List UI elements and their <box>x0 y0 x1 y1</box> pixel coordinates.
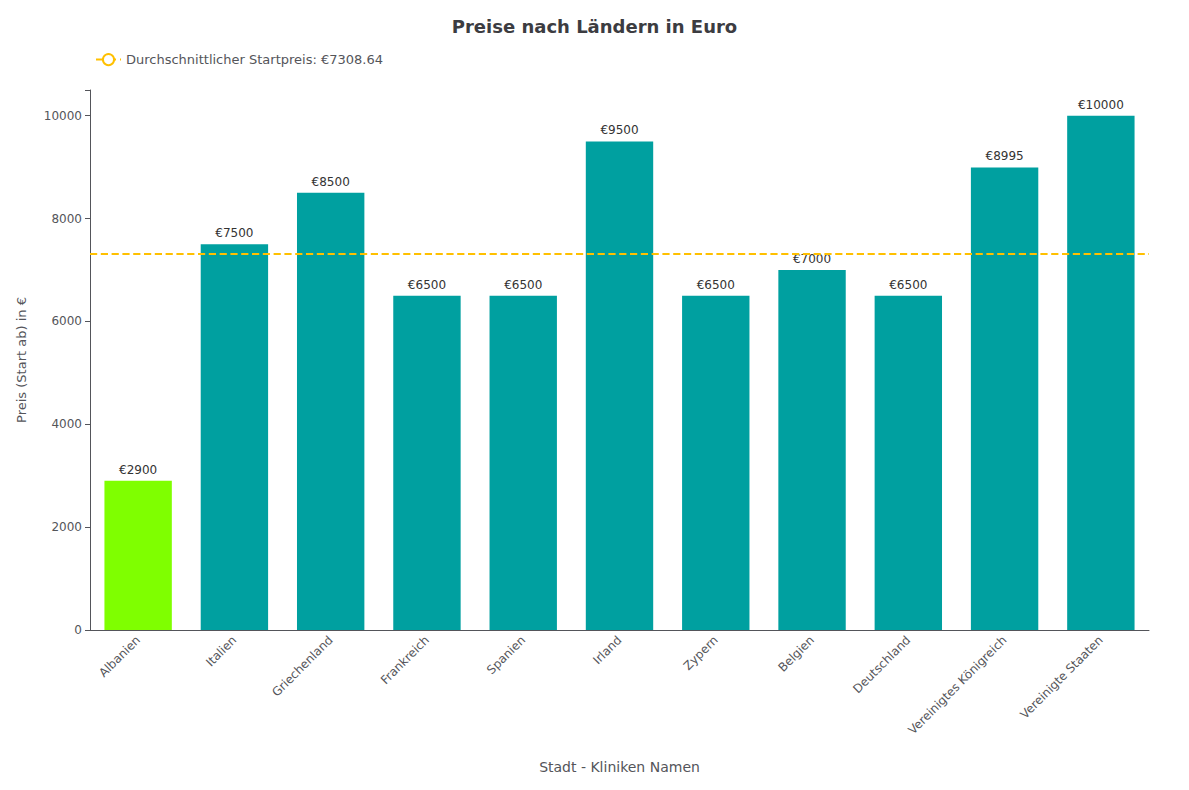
svg-text:€10000: €10000 <box>1078 98 1124 112</box>
svg-text:€7500: €7500 <box>215 226 253 240</box>
svg-text:€9500: €9500 <box>600 123 638 137</box>
svg-text:Vereinigtes Königreich: Vereinigtes Königreich <box>905 633 1009 737</box>
svg-text:Preise nach Ländern in Euro: Preise nach Ländern in Euro <box>452 16 737 37</box>
svg-text:2000: 2000 <box>51 520 82 534</box>
svg-text:Frankreich: Frankreich <box>378 633 432 687</box>
svg-text:Preis (Start ab) in €: Preis (Start ab) in € <box>14 297 29 423</box>
svg-text:Italien: Italien <box>203 633 239 669</box>
svg-text:€6500: €6500 <box>408 278 446 292</box>
svg-text:€8500: €8500 <box>312 175 350 189</box>
svg-text:Deutschland: Deutschland <box>850 633 913 696</box>
svg-text:€6500: €6500 <box>504 278 542 292</box>
svg-text:0: 0 <box>74 623 82 637</box>
svg-text:€2900: €2900 <box>119 463 157 477</box>
svg-text:Zypern: Zypern <box>681 633 721 673</box>
svg-text:Albanien: Albanien <box>96 633 143 680</box>
svg-text:€8995: €8995 <box>985 149 1023 163</box>
svg-text:€6500: €6500 <box>697 278 735 292</box>
svg-text:6000: 6000 <box>51 314 82 328</box>
svg-text:Durchschnittlicher Startpreis:: Durchschnittlicher Startpreis: €7308.64 <box>126 52 383 67</box>
svg-text:€7000: €7000 <box>793 252 832 266</box>
svg-text:10000: 10000 <box>44 109 82 123</box>
svg-text:4000: 4000 <box>51 417 82 431</box>
svg-text:Belgien: Belgien <box>775 633 817 675</box>
svg-text:8000: 8000 <box>51 212 82 226</box>
svg-text:Spanien: Spanien <box>484 633 528 677</box>
svg-text:€6500: €6500 <box>889 278 927 292</box>
svg-text:Stadt - Kliniken Namen: Stadt - Kliniken Namen <box>539 759 700 775</box>
svg-text:Griechenland: Griechenland <box>269 633 335 699</box>
svg-text:Irland: Irland <box>590 633 624 667</box>
svg-text:Vereinigte Staaten: Vereinigte Staaten <box>1017 633 1105 721</box>
